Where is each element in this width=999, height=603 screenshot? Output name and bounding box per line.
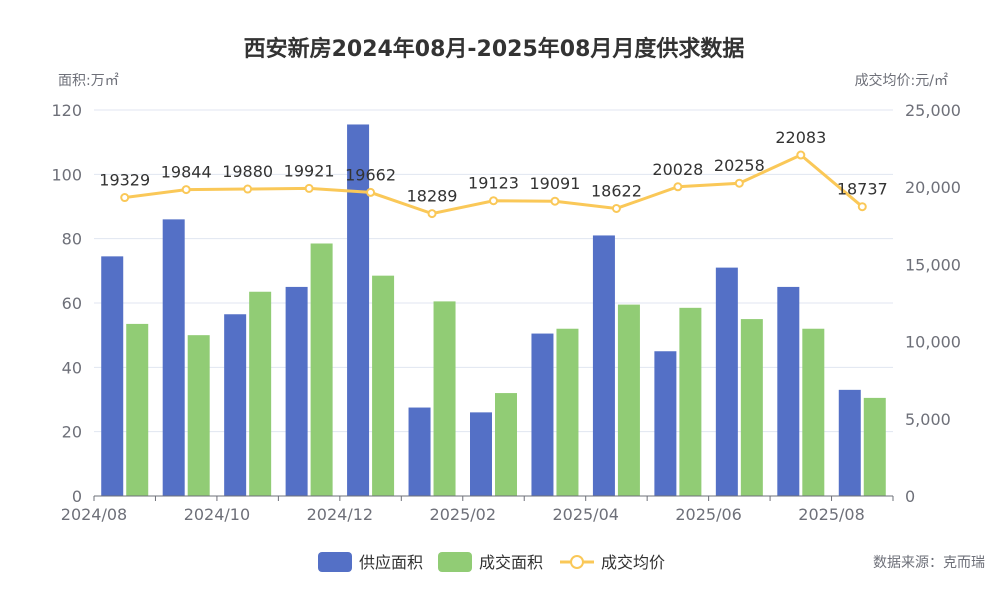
price-data-label: 19123: [468, 174, 519, 193]
source-note: 数据来源：克而瑞: [873, 555, 985, 571]
supply-bar: [715, 267, 738, 496]
price-point: [427, 209, 437, 219]
right-tick-label: 25,000: [905, 101, 961, 120]
right-tick-label: 15,000: [905, 255, 961, 274]
price-point: [550, 196, 560, 206]
legend: 供应面积 成交面积 成交均价: [318, 552, 665, 572]
supply-bar: [838, 389, 861, 496]
price-point: [611, 203, 621, 213]
legend-label: 供应面积: [359, 553, 423, 572]
left-tick-label: 20: [62, 423, 82, 442]
deal-bar: [863, 397, 886, 496]
supply-bar: [654, 351, 677, 496]
supply-bar: [777, 286, 800, 496]
price-point: [243, 184, 253, 194]
deal-bar: [249, 291, 272, 496]
price-point: [304, 183, 314, 193]
left-tick-label: 0: [72, 487, 82, 506]
price-data-label: 22083: [775, 128, 826, 147]
price-data-label: 19880: [222, 162, 273, 181]
price-point: [734, 178, 744, 188]
right-tick-label: 20,000: [905, 178, 961, 197]
price-data-label: 19329: [99, 171, 150, 190]
supply-bar: [162, 219, 185, 496]
price-data-label: 19662: [345, 165, 396, 184]
price-point: [489, 196, 498, 206]
deal-bar: [617, 304, 640, 496]
axes-group: 0 20 40 60 80 100 120 0 5,000 10,000 15,000 20,000 2…: [51, 101, 961, 524]
chart-title: 西安新房2024年08月-2025年08月月度供求数据: [244, 36, 745, 62]
price-point: [120, 193, 130, 203]
left-tick-label: 120: [51, 101, 82, 120]
price-data-label: 18622: [591, 181, 642, 200]
supply-bar: [101, 256, 124, 496]
x-tick-label: 2025/02: [430, 505, 496, 524]
deal-bar: [679, 307, 702, 496]
price-point: [181, 185, 191, 195]
right-tick-label: 10,000: [905, 333, 961, 352]
left-tick-label: 40: [62, 358, 82, 377]
left-axis-label: 面积:万㎡: [58, 73, 119, 89]
price-point: [796, 150, 806, 160]
price-point: [366, 187, 376, 197]
price-line-group: 19329 19844 19880 19921 19662 18289 19123 19091…: [99, 128, 888, 219]
legend-label: 成交面积: [479, 553, 543, 572]
deal-bar: [372, 275, 395, 496]
left-tick-label: 80: [62, 230, 82, 249]
price-data-label: 18289: [407, 187, 458, 206]
deal-bar: [433, 301, 456, 496]
deal-bar: [126, 323, 149, 496]
supply-bar: [531, 333, 554, 496]
price-point: [857, 202, 867, 212]
legend-swatch-bar: [318, 552, 352, 572]
price-data-label: 19091: [530, 174, 581, 193]
x-tick-label: 2025/04: [552, 505, 618, 524]
price-data-label: 18737: [837, 180, 888, 199]
supply-bar: [347, 124, 370, 496]
price-data-label: 20258: [714, 156, 765, 175]
left-tick-label: 100: [51, 165, 82, 184]
deal-bar: [310, 243, 333, 496]
supply-bar: [285, 286, 308, 496]
bars-group: [101, 124, 886, 496]
legend-swatch-marker: [570, 555, 584, 569]
deal-bar: [187, 335, 210, 496]
legend-label: 成交均价: [601, 553, 665, 572]
deal-bar: [802, 328, 825, 496]
x-tick-label: 2025/08: [798, 505, 864, 524]
deal-bar: [495, 393, 517, 496]
x-tick-label: 2025/06: [675, 505, 741, 524]
supply-bar: [470, 412, 492, 496]
grid-lines: [94, 109, 893, 433]
left-tick-label: 60: [62, 294, 82, 313]
x-tick-label: 2024/08: [61, 505, 127, 524]
x-tick-label: 2024/10: [184, 505, 250, 524]
supply-bar: [408, 407, 431, 496]
right-tick-label: 0: [905, 487, 915, 506]
legend-swatch-bar: [438, 552, 472, 572]
deal-bar: [740, 319, 763, 496]
price-data-label: 19921: [284, 161, 335, 180]
price-point: [673, 182, 683, 192]
right-axis-label: 成交均价:元/㎡: [855, 72, 948, 89]
x-tick-label: 2024/12: [307, 505, 373, 524]
supply-bar: [592, 235, 615, 496]
deal-bar: [556, 328, 579, 496]
price-data-label: 20028: [652, 160, 703, 179]
right-tick-label: 5,000: [905, 410, 951, 429]
price-data-label: 19844: [161, 163, 212, 182]
supply-bar: [224, 314, 247, 496]
